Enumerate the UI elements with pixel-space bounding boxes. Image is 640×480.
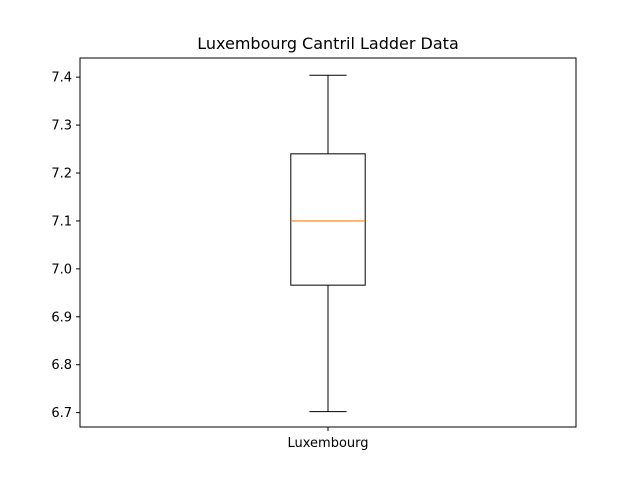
- y-tick-label: 7.2: [51, 167, 72, 182]
- y-tick-label: 7.4: [51, 71, 72, 86]
- y-tick-label: 7.0: [51, 262, 72, 277]
- x-tick-label: Luxembourg: [287, 436, 368, 451]
- y-tick-label: 6.8: [51, 358, 72, 373]
- plot-area: 6.7 6.8 6.9 7.0 7.1 7.2 7.3 7.4 Luxembourg: [51, 57, 577, 451]
- y-tick-label: 6.7: [51, 406, 72, 421]
- chart-title: Luxembourg Cantril Ladder Data: [197, 34, 459, 53]
- y-tick-label: 7.3: [51, 119, 72, 134]
- box-iqr: [290, 153, 366, 286]
- y-tick-label: 7.1: [51, 214, 72, 229]
- y-tick-label: 6.9: [51, 310, 72, 325]
